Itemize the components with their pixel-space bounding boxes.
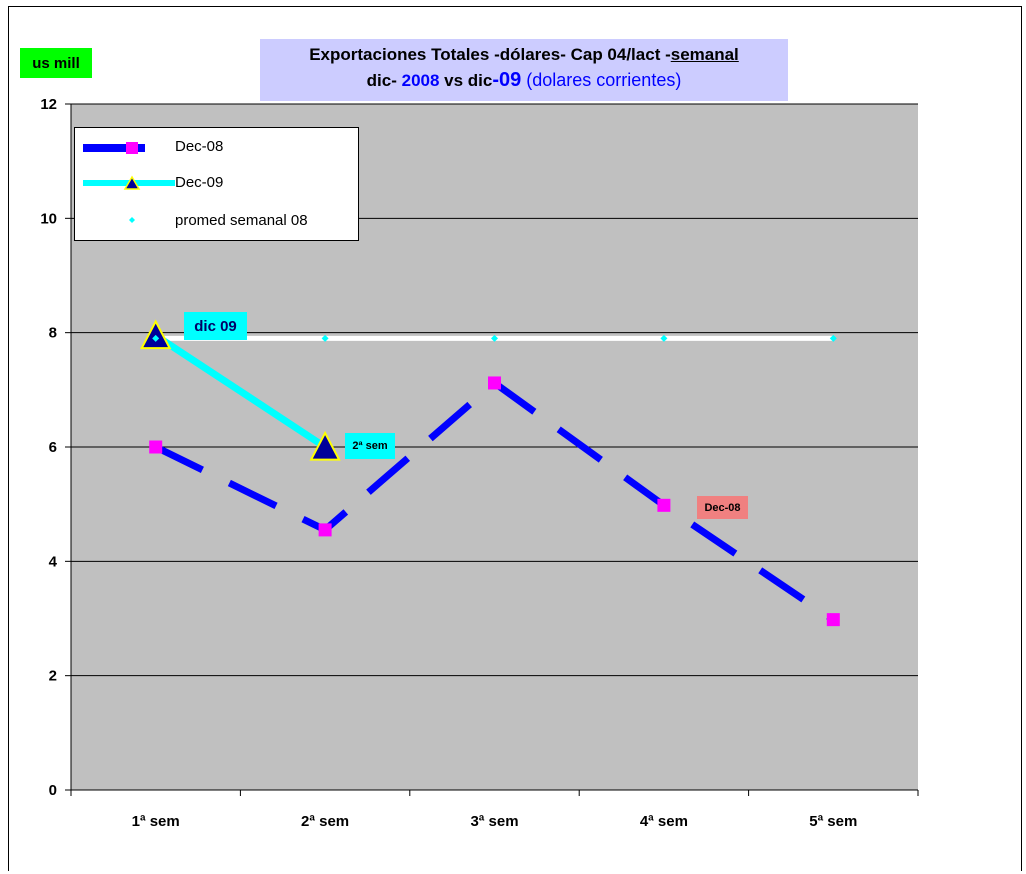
marker-dec08 bbox=[488, 376, 501, 390]
title-line1-prefix: Exportaciones Totales -dólares- Cap 04/l… bbox=[309, 45, 671, 64]
legend-swatch-dec09 bbox=[83, 175, 175, 190]
y-tick-label: 2 bbox=[49, 668, 57, 685]
marker-dec08 bbox=[318, 523, 332, 537]
x-tick-label: 5ª sem bbox=[809, 813, 857, 830]
legend-item-avg: promed semanal 08 bbox=[75, 206, 358, 236]
annotation-2a-sem: 2ª sem bbox=[345, 433, 395, 459]
marker-dec09 bbox=[309, 430, 341, 461]
y-tick-label: 12 bbox=[40, 96, 57, 113]
title-line2-d: -09 bbox=[492, 69, 522, 91]
annotation-dec08: Dec-08 bbox=[697, 496, 748, 519]
y-tick-label: 0 bbox=[49, 782, 57, 799]
chart-legend: Dec-08 Dec-09 promed semanal 08 bbox=[74, 127, 359, 241]
chart-title: Exportaciones Totales -dólares- Cap 04/l… bbox=[260, 39, 788, 101]
annotation-dic09: dic 09 bbox=[184, 312, 247, 340]
y-tick-label: 10 bbox=[40, 210, 57, 227]
legend-item-dec08: Dec-08 bbox=[75, 132, 358, 162]
legend-swatch-avg bbox=[129, 217, 135, 223]
marker-dec08 bbox=[149, 440, 163, 454]
x-tick-label: 4ª sem bbox=[640, 813, 688, 830]
title-line2-b: 2008 bbox=[401, 71, 440, 90]
marker-avg bbox=[321, 334, 329, 342]
title-line1-underlined: semanal bbox=[670, 45, 739, 64]
title-line2-a: dic- bbox=[366, 71, 402, 90]
y-tick-label: 6 bbox=[49, 439, 57, 456]
legend-label-dec09: Dec-09 bbox=[175, 174, 224, 191]
x-tick-label: 3ª sem bbox=[470, 813, 518, 830]
legend-label-dec08: Dec-08 bbox=[175, 138, 224, 155]
marker-avg bbox=[829, 334, 837, 342]
marker-avg bbox=[491, 334, 498, 342]
series-line-dec09 bbox=[153, 332, 328, 450]
marker-dec08 bbox=[826, 613, 840, 627]
marker-dec08 bbox=[657, 498, 671, 512]
x-tick-label: 2ª sem bbox=[301, 813, 349, 830]
marker-avg bbox=[660, 334, 668, 342]
y-tick-label: 4 bbox=[49, 553, 58, 570]
title-line2-c: vs dic bbox=[439, 71, 493, 90]
legend-label-avg: promed semanal 08 bbox=[175, 212, 308, 229]
unit-label: us mill bbox=[20, 48, 92, 78]
legend-swatch-dec08 bbox=[83, 142, 145, 154]
x-tick-label: 1ª sem bbox=[132, 813, 180, 830]
marker-avg bbox=[152, 334, 160, 342]
legend-item-dec09: Dec-09 bbox=[75, 168, 358, 198]
marker-dec09 bbox=[140, 319, 172, 350]
title-line2-e: (dolares corrientes) bbox=[521, 70, 682, 90]
y-tick-label: 8 bbox=[49, 325, 57, 342]
